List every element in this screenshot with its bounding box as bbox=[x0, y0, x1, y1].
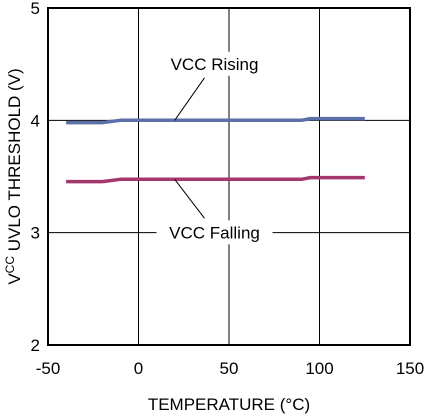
annotation-label-vcc-falling: VCC Falling bbox=[169, 223, 260, 242]
x-tick-label: 50 bbox=[220, 359, 239, 378]
plot-frame bbox=[47, 7, 411, 346]
annotation-label-vcc-rising: VCC Rising bbox=[171, 55, 259, 74]
y-axis-label: VCC UVLO THRESHOLD (V) bbox=[3, 68, 24, 284]
y-tick-label: 4 bbox=[31, 111, 40, 130]
y-tick-label: 5 bbox=[31, 0, 40, 18]
annotation-leader-vcc-falling bbox=[174, 179, 205, 219]
annotation-leader-vcc-rising bbox=[174, 77, 205, 121]
y-axis-label-subscript: CC bbox=[3, 256, 17, 274]
y-axis-label-rest: UVLO THRESHOLD (V) bbox=[5, 68, 24, 256]
x-tick-label: 0 bbox=[134, 359, 143, 378]
y-axis-label-prefix: V bbox=[5, 273, 24, 285]
series-line-vcc-falling bbox=[66, 175, 365, 184]
x-tick-label: 100 bbox=[305, 359, 333, 378]
y-tick-label: 2 bbox=[31, 336, 40, 355]
tick-label-layer: -50 0 50 100 150 2 3 4 5 bbox=[31, 0, 425, 378]
y-tick-label: 3 bbox=[31, 224, 40, 243]
x-tick-label: -50 bbox=[36, 359, 61, 378]
x-tick-label: 150 bbox=[396, 359, 424, 378]
series-line-vcc-rising bbox=[66, 116, 365, 125]
x-axis-label: TEMPERATURE (°C) bbox=[148, 395, 310, 414]
annotation-background-vcc-falling bbox=[156, 220, 273, 245]
annotation-background-vcc-rising bbox=[156, 51, 273, 76]
annotation-layer: VCC Rising VCC Falling bbox=[156, 51, 273, 245]
series-layer bbox=[66, 116, 365, 184]
